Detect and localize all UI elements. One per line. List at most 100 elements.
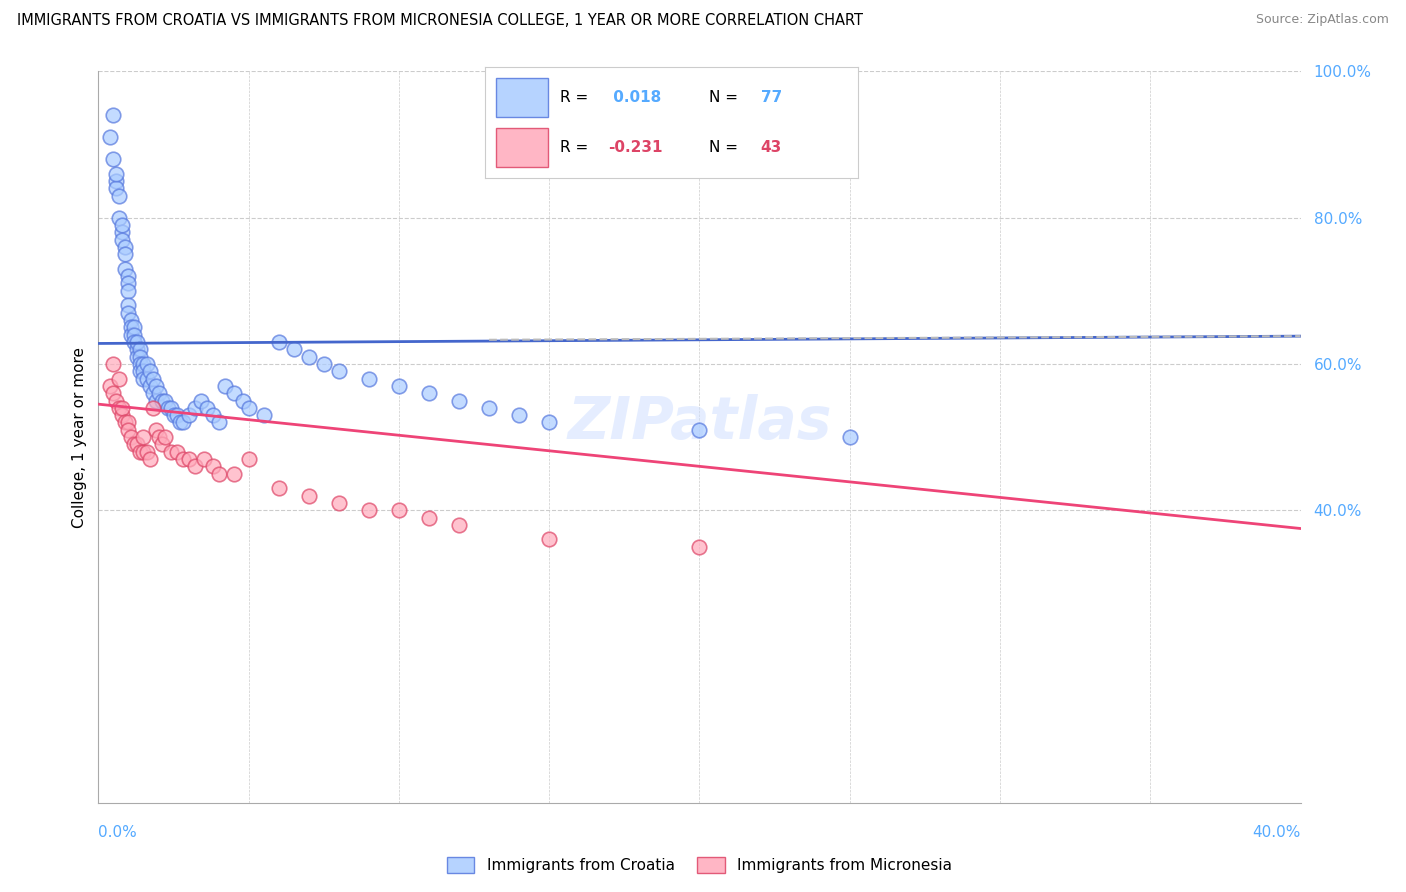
Point: [148, 386, 170, 401]
Point: [508, 408, 530, 422]
Point: [135, 357, 157, 371]
Point: [150, 437, 173, 451]
Point: [478, 401, 501, 415]
Point: [138, 364, 160, 378]
Point: [418, 510, 440, 524]
Point: [145, 423, 167, 437]
Bar: [496, 78, 548, 117]
Point: [105, 167, 128, 181]
Point: [114, 247, 136, 261]
Point: [135, 371, 157, 385]
Point: [298, 489, 321, 503]
Point: [124, 437, 146, 451]
Point: [138, 452, 160, 467]
Point: [141, 371, 163, 385]
Text: 0.018: 0.018: [607, 90, 661, 105]
Point: [117, 277, 139, 291]
Point: [138, 379, 160, 393]
Point: [418, 386, 440, 401]
Point: [141, 401, 163, 415]
Point: [124, 334, 146, 349]
Point: [447, 517, 470, 532]
Point: [172, 452, 194, 467]
Point: [121, 327, 143, 342]
Point: [111, 401, 134, 415]
Point: [111, 233, 134, 247]
Text: 77: 77: [761, 90, 782, 105]
Point: [103, 108, 125, 122]
Point: [103, 386, 125, 401]
Point: [328, 496, 350, 510]
Point: [117, 416, 139, 430]
Point: [145, 393, 167, 408]
Text: 40.0%: 40.0%: [1253, 825, 1301, 840]
Point: [177, 452, 200, 467]
Point: [357, 503, 380, 517]
Point: [117, 269, 139, 284]
Legend: Immigrants from Croatia, Immigrants from Micronesia: Immigrants from Croatia, Immigrants from…: [440, 851, 959, 880]
Text: N =: N =: [709, 90, 742, 105]
Point: [166, 408, 188, 422]
Text: R =: R =: [560, 140, 593, 155]
Text: ZIPatlas: ZIPatlas: [567, 394, 832, 451]
Point: [117, 423, 139, 437]
Point: [267, 481, 290, 495]
Point: [127, 437, 149, 451]
Point: [222, 386, 245, 401]
Point: [172, 416, 194, 430]
Point: [111, 408, 134, 422]
Point: [190, 393, 212, 408]
Point: [124, 320, 146, 334]
Point: [538, 416, 561, 430]
Point: [153, 393, 176, 408]
Point: [124, 327, 146, 342]
Point: [283, 343, 305, 357]
Point: [238, 401, 260, 415]
Point: [159, 401, 181, 415]
Text: R =: R =: [560, 90, 593, 105]
Point: [105, 174, 128, 188]
Point: [117, 298, 139, 312]
Point: [166, 444, 188, 458]
Point: [129, 357, 152, 371]
Point: [253, 408, 276, 422]
Point: [114, 261, 136, 276]
Text: IMMIGRANTS FROM CROATIA VS IMMIGRANTS FROM MICRONESIA COLLEGE, 1 YEAR OR MORE CO: IMMIGRANTS FROM CROATIA VS IMMIGRANTS FR…: [17, 13, 863, 29]
Point: [132, 371, 155, 385]
Point: [159, 444, 181, 458]
Point: [111, 218, 134, 232]
Point: [201, 408, 224, 422]
Point: [100, 379, 122, 393]
Point: [132, 444, 155, 458]
Point: [689, 540, 711, 554]
Point: [357, 371, 380, 385]
Point: [111, 225, 134, 239]
Point: [129, 343, 152, 357]
Point: [148, 430, 170, 444]
Point: [127, 343, 149, 357]
Point: [108, 371, 131, 385]
Text: Source: ZipAtlas.com: Source: ZipAtlas.com: [1256, 13, 1389, 27]
Point: [208, 416, 231, 430]
Point: [153, 430, 176, 444]
Point: [328, 364, 350, 378]
Point: [162, 408, 184, 422]
Point: [103, 357, 125, 371]
Point: [105, 393, 128, 408]
Point: [127, 334, 149, 349]
Point: [195, 401, 218, 415]
Point: [238, 452, 260, 467]
Point: [298, 350, 321, 364]
Point: [141, 386, 163, 401]
Y-axis label: College, 1 year or more: College, 1 year or more: [72, 347, 87, 527]
Point: [201, 459, 224, 474]
Point: [108, 401, 131, 415]
Text: -0.231: -0.231: [607, 140, 662, 155]
Point: [183, 459, 205, 474]
Point: [121, 430, 143, 444]
Point: [177, 408, 200, 422]
Point: [388, 379, 411, 393]
Point: [208, 467, 231, 481]
Point: [114, 240, 136, 254]
Point: [183, 401, 205, 415]
